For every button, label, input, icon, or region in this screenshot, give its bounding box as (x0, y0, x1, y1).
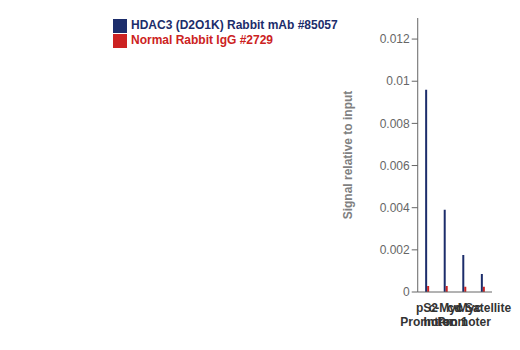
svg-text:0.002: 0.002 (380, 243, 410, 257)
svg-text:0.008: 0.008 (380, 117, 410, 131)
svg-text:Signal relative to input: Signal relative to input (341, 91, 355, 220)
svg-text:0.012: 0.012 (380, 32, 410, 46)
svg-text:0.006: 0.006 (380, 159, 410, 173)
svg-text:0.01: 0.01 (386, 74, 410, 88)
svg-text:α Satellite: α Satellite (454, 301, 511, 315)
svg-text:0.004: 0.004 (380, 201, 410, 215)
svg-text:0: 0 (403, 285, 410, 299)
